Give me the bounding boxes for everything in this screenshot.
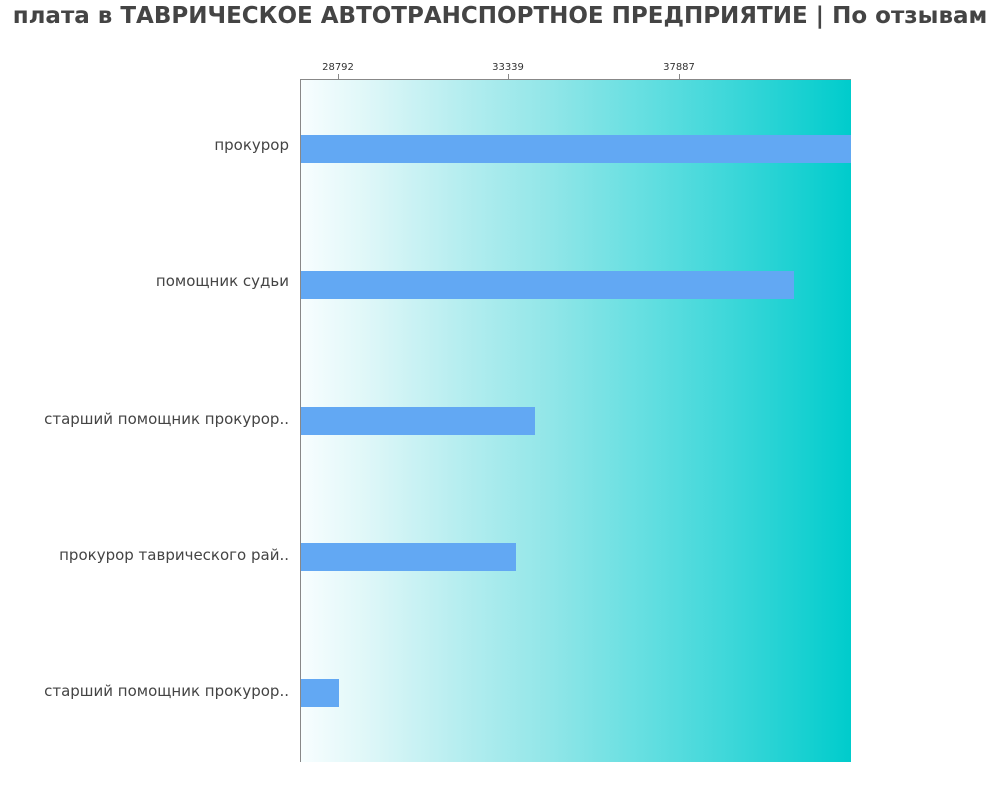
chart-title: плата в ТАВРИЧЕСКОЕ АВТОТРАНСПОРТНОЕ ПРЕ…	[12, 3, 988, 29]
x-tick-label: 37887	[663, 62, 695, 73]
category-label: старший помощник прокурор..	[44, 682, 289, 700]
bar-prokuror-tavricheskogo-rayona[interactable]	[301, 543, 516, 571]
category-label: прокурор таврического рай..	[59, 546, 289, 564]
category-label: старший помощник прокурор..	[44, 410, 289, 428]
x-tick-label: 28792	[322, 62, 354, 73]
y-axis-line	[300, 80, 301, 762]
x-tick	[679, 74, 680, 80]
bar-prokuror[interactable]	[301, 135, 851, 163]
bar-pomoshnik-sudi[interactable]	[301, 271, 794, 299]
bar-starshiy-pomoshnik-prokurora-1[interactable]	[301, 407, 535, 435]
bar-starshiy-pomoshnik-prokurora-2[interactable]	[301, 679, 339, 707]
x-axis-line	[300, 79, 851, 80]
x-tick	[508, 74, 509, 80]
x-tick	[338, 74, 339, 80]
category-label: помощник судьи	[155, 272, 289, 290]
category-label: прокурор	[214, 136, 289, 154]
x-tick-label: 33339	[492, 62, 524, 73]
